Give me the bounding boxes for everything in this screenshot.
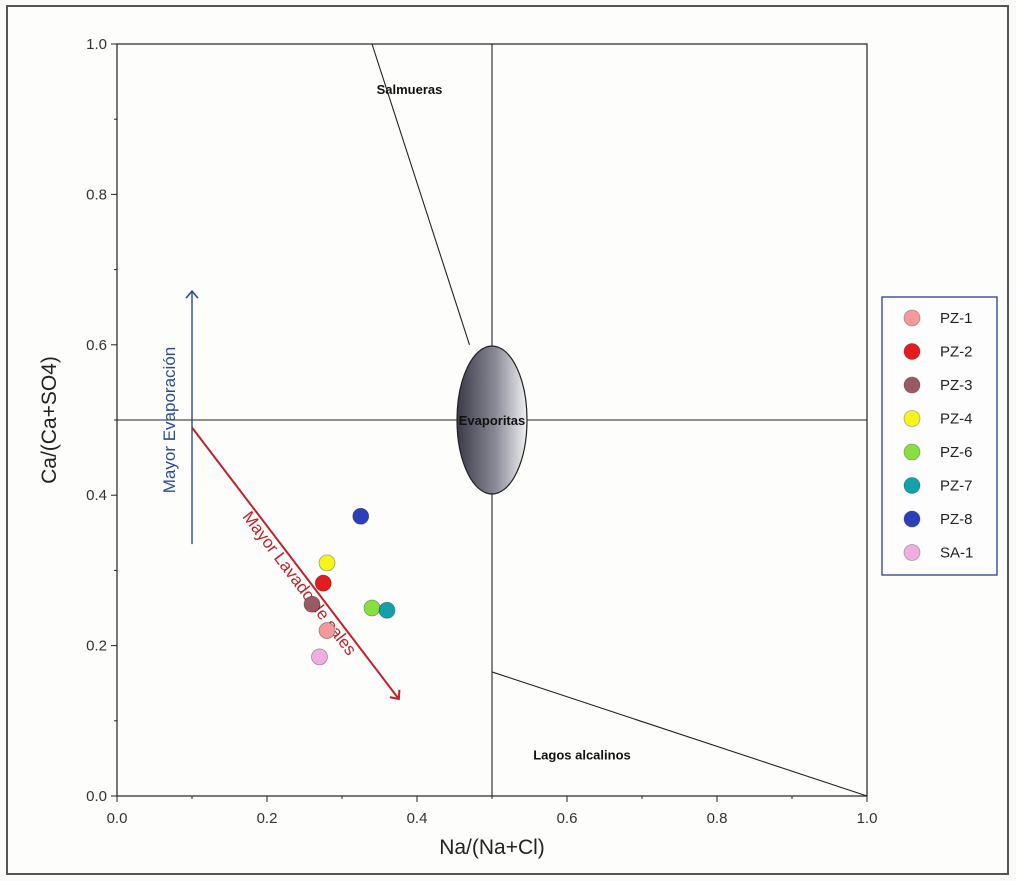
- x-tick-label: 0.4: [407, 810, 428, 827]
- data-point-pz-6[interactable]: [363, 599, 381, 617]
- scatter-chart: 0.00.0 0.2 0.2 0.4 0.4 0.6 0.6 0.8 0.8 1.0 1.0 Na/(…: [38, 36, 998, 859]
- legend-marker[interactable]: [903, 410, 921, 427]
- x-tick-label: 0.8: [707, 810, 728, 827]
- region-label-lagos-alcalinos: Lagos alcalinos: [533, 748, 631, 763]
- legend-label[interactable]: PZ-8: [940, 511, 973, 528]
- legend-marker[interactable]: [903, 309, 921, 327]
- y-tick-label: 0.0: [86, 788, 107, 805]
- y-tick-label: 1.0: [86, 36, 107, 53]
- chart-frame: 0.0 0.0 0.2 0.2 0.4 0.4 0.6 0.6 0.8 0.8 1.0 1.0 Na/(…: [6, 5, 1009, 875]
- y-tick-label: 0.8: [86, 186, 107, 203]
- legend-marker[interactable]: [903, 376, 921, 394]
- x-tick-label: 0.6: [557, 810, 578, 827]
- data-point-pz-1[interactable]: [318, 622, 336, 639]
- region-boundary-line: [491, 671, 868, 797]
- region-label-evaporitas: Evaporitas: [459, 413, 525, 428]
- data-point-pz-4[interactable]: [318, 554, 336, 572]
- legend-label[interactable]: PZ-2: [940, 344, 973, 361]
- evaporitas-ellipse: [456, 345, 528, 495]
- x-tick-label: 0.2: [257, 810, 278, 827]
- data-point-pz-8[interactable]: [352, 507, 370, 525]
- data-point-pz-2[interactable]: [314, 574, 332, 592]
- legend-marker[interactable]: [903, 544, 921, 561]
- legend-box: [881, 296, 998, 576]
- washing-label: Mayor Lavado de sales: [239, 508, 361, 659]
- data-point-pz-7[interactable]: [378, 601, 396, 619]
- x-tick-label: 1.0: [857, 810, 878, 827]
- legend-marker[interactable]: [903, 477, 921, 494]
- legend-label[interactable]: PZ-6: [940, 444, 973, 461]
- legend-label[interactable]: SA-1: [940, 545, 973, 562]
- y-tick-label: 0.2: [86, 638, 107, 655]
- y-tick-label: 0.4: [86, 487, 107, 504]
- legend-marker[interactable]: [903, 510, 921, 528]
- region-boundary-line: [371, 43, 471, 345]
- data-point-sa-1[interactable]: [311, 648, 328, 666]
- legend-label[interactable]: PZ-7: [940, 478, 973, 495]
- legend-label[interactable]: PZ-4: [940, 411, 973, 428]
- region-label-salmueras: Salmueras: [377, 82, 443, 97]
- y-tick-label: 0.6: [86, 337, 107, 354]
- data-point-pz-3[interactable]: [303, 595, 321, 613]
- legend-label[interactable]: PZ-1: [940, 310, 973, 327]
- x-axis-title: Na/(Na+Cl): [439, 836, 545, 859]
- legend-marker[interactable]: [903, 343, 921, 360]
- x-tick-label: 0.0: [107, 810, 128, 827]
- evaporation-label: Mayor Evaporación: [160, 347, 179, 493]
- legend-marker[interactable]: [903, 443, 921, 461]
- y-axis-title: Ca/(Ca+SO4): [38, 356, 61, 484]
- legend-label[interactable]: PZ-3: [940, 377, 973, 394]
- washing-arrow: [191, 426, 401, 701]
